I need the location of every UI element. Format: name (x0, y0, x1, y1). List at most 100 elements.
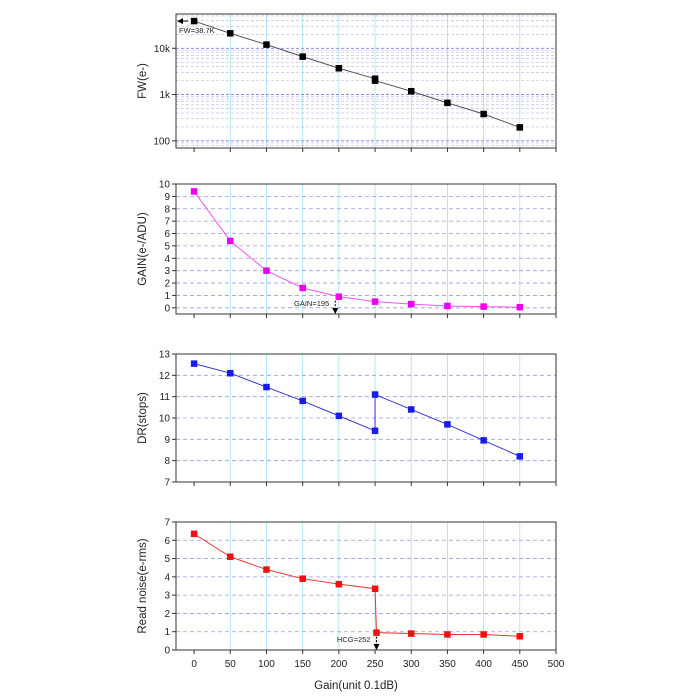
panel-1: 100 1k 10k FW(e-) FW=38.7K (137, 13, 557, 152)
x-tick-label: 400 (475, 659, 492, 670)
x-tick-label: 250 (367, 659, 384, 670)
y-tick-label: 8 (164, 456, 170, 467)
x-tick-label: 150 (294, 659, 311, 670)
data-point (190, 17, 198, 25)
y-tick-label: 4 (164, 572, 170, 583)
y-tick-label: 10 (159, 414, 171, 425)
data-point (190, 530, 198, 538)
x-tick-label: 200 (331, 659, 348, 670)
data-point (299, 397, 306, 405)
series-line (193, 20, 520, 128)
y-axis-label: GAIN(e-/ADU) (137, 212, 149, 286)
data-point (190, 360, 198, 367)
annotation-arrowhead (177, 18, 183, 25)
data-point (299, 284, 306, 292)
annotation-arrowhead (373, 644, 380, 650)
data-point (227, 237, 234, 245)
y-tick-label: 1 (164, 627, 170, 638)
y-tick-label: 5 (164, 554, 170, 565)
data-point (227, 30, 234, 37)
annotation-label: HCG=252 (337, 635, 371, 644)
data-point (407, 630, 415, 637)
y-tick-label: 4 (164, 254, 170, 265)
y-tick-label: 11 (160, 392, 171, 403)
data-point (190, 188, 198, 195)
data-point (373, 629, 380, 636)
y-tick-label: 1k (159, 90, 171, 101)
data-point (444, 631, 451, 638)
data-point (335, 580, 343, 588)
data-point (371, 298, 379, 305)
series-line (193, 363, 521, 457)
y-axis-label: DR(stops) (137, 392, 149, 444)
x-tick-label: 350 (439, 659, 456, 670)
data-point (444, 302, 451, 310)
data-point (263, 383, 270, 391)
data-point (371, 77, 379, 84)
y-axis-label: Read noise(e-rms) (137, 538, 149, 633)
data-point (371, 391, 379, 398)
data-point (335, 65, 343, 72)
annotation-label: GAIN=195 (294, 299, 329, 308)
y-tick-label: 13 (159, 350, 171, 361)
data-point (480, 437, 487, 444)
y-tick-label: 9 (164, 192, 170, 203)
annotation-arrowhead (332, 308, 339, 314)
plot-frame (175, 13, 557, 149)
y-tick-label: 9 (164, 435, 170, 446)
panel-3: 7 8 9 10 11 12 13 DR(stops) (137, 350, 557, 489)
x-tick-label: 300 (403, 659, 420, 670)
y-tick-label: 0 (164, 303, 170, 314)
data-point (407, 87, 415, 95)
y-tick-label: 7 (164, 518, 170, 529)
data-point (480, 110, 487, 118)
data-point (516, 633, 524, 640)
y-tick-label: 5 (164, 241, 170, 252)
data-point (299, 575, 306, 582)
y-tick-label: 10 (159, 180, 171, 191)
data-point (407, 406, 415, 413)
y-tick-label: 0 (164, 646, 170, 657)
data-point (516, 124, 524, 131)
annotation-label: FW=38.7K (179, 26, 215, 35)
data-point (227, 553, 234, 560)
y-tick-label: 7 (164, 478, 170, 489)
x-tick-label: 100 (258, 659, 275, 670)
y-tick-label: 8 (164, 204, 170, 215)
data-point (516, 453, 524, 460)
data-point (516, 303, 524, 311)
y-tick-label: 3 (164, 266, 170, 277)
series-line (193, 533, 520, 637)
series-line (193, 191, 520, 308)
data-point (335, 412, 343, 420)
y-tick-label: 2 (164, 609, 170, 620)
data-point (299, 53, 306, 60)
y-tick-label: 3 (164, 591, 170, 602)
data-point (407, 300, 415, 308)
data-point (371, 427, 379, 435)
x-axis-label: Gain(unit 0.1dB) (314, 680, 398, 692)
y-axis-label: FW(e-) (137, 63, 149, 99)
data-point (263, 267, 270, 274)
data-point (480, 303, 487, 310)
x-tick-label: 0 (191, 659, 197, 670)
y-tick-label: 100 (153, 136, 170, 147)
plot-frame (175, 521, 557, 651)
panel-4: 0 1 2 3 4 5 6 7 Read noise(e-rms) HCG=252 (137, 518, 557, 657)
y-tick-label: 1 (164, 291, 170, 302)
x-tick-label: 50 (225, 659, 237, 670)
y-tick-label: 2 (164, 279, 170, 290)
x-tick-label: 450 (511, 659, 528, 670)
y-tick-label: 6 (164, 229, 170, 240)
data-point (227, 369, 234, 377)
data-point (263, 41, 270, 48)
y-tick-label: 10k (154, 44, 171, 55)
data-point (263, 566, 270, 573)
data-point (444, 421, 451, 428)
y-tick-label: 6 (164, 536, 170, 547)
x-tick-label: 500 (548, 659, 565, 670)
data-point (335, 293, 343, 300)
data-point (371, 585, 379, 592)
